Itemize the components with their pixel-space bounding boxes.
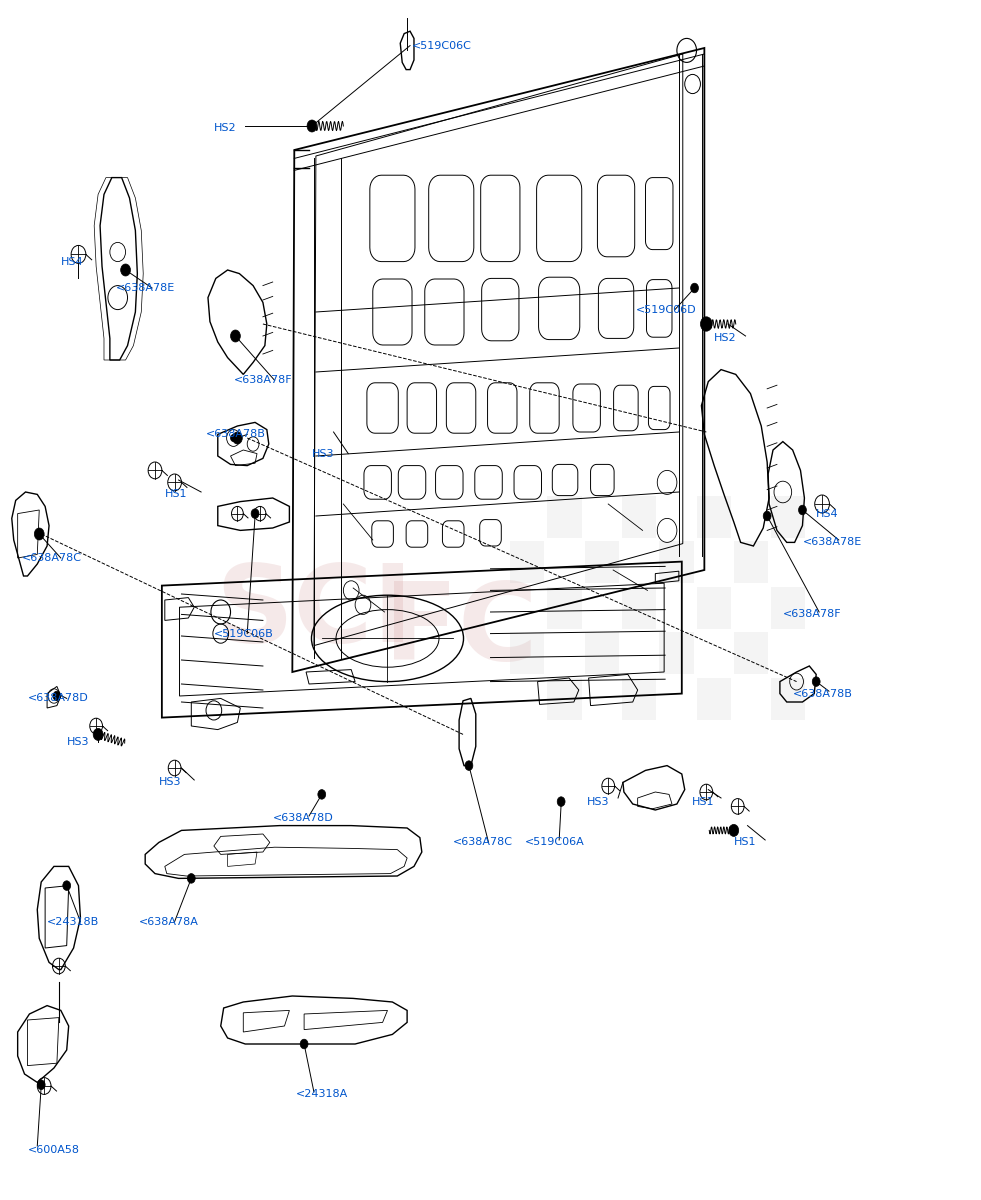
- Text: HS1: HS1: [165, 490, 187, 499]
- Text: HS2: HS2: [214, 124, 236, 133]
- Text: HS1: HS1: [734, 838, 756, 847]
- Text: <24318B: <24318B: [47, 917, 99, 926]
- Circle shape: [300, 1039, 308, 1049]
- Bar: [771, 678, 805, 720]
- Text: <638A78F: <638A78F: [783, 610, 842, 619]
- Bar: [697, 587, 731, 629]
- Circle shape: [701, 318, 711, 330]
- Bar: [659, 541, 694, 583]
- Circle shape: [700, 317, 712, 331]
- Text: <24318A: <24318A: [296, 1090, 348, 1099]
- Circle shape: [799, 505, 806, 515]
- Bar: [547, 587, 582, 629]
- Bar: [697, 678, 731, 720]
- Circle shape: [763, 511, 771, 521]
- Circle shape: [465, 761, 473, 770]
- Text: HS4: HS4: [61, 257, 83, 266]
- Text: <519C06D: <519C06D: [636, 305, 697, 314]
- Text: <638A78F: <638A78F: [233, 376, 292, 385]
- Text: <638A78C: <638A78C: [22, 553, 81, 563]
- Bar: [622, 678, 656, 720]
- Text: HS4: HS4: [816, 509, 839, 518]
- Bar: [771, 496, 805, 538]
- Circle shape: [121, 264, 130, 276]
- Bar: [697, 496, 731, 538]
- Text: <519C06C: <519C06C: [412, 41, 472, 50]
- Bar: [659, 632, 694, 674]
- Circle shape: [34, 528, 44, 540]
- Text: <519C06B: <519C06B: [214, 629, 274, 638]
- Text: HS3: HS3: [159, 778, 181, 787]
- Circle shape: [318, 790, 326, 799]
- Text: <638A78B: <638A78B: [206, 430, 266, 439]
- Text: <638A78E: <638A78E: [116, 283, 175, 293]
- Bar: [585, 541, 619, 583]
- Text: <638A78D: <638A78D: [27, 694, 88, 703]
- Circle shape: [53, 691, 61, 701]
- Bar: [547, 678, 582, 720]
- Circle shape: [812, 677, 820, 686]
- Text: <638A78B: <638A78B: [793, 689, 852, 698]
- Bar: [771, 587, 805, 629]
- Circle shape: [307, 120, 317, 132]
- Circle shape: [63, 881, 71, 890]
- Text: SCI: SCI: [215, 559, 413, 665]
- Circle shape: [187, 874, 195, 883]
- Text: <638A78D: <638A78D: [273, 814, 334, 823]
- Circle shape: [231, 330, 240, 342]
- Text: <600A58: <600A58: [27, 1145, 79, 1154]
- Text: <638A78C: <638A78C: [453, 838, 513, 847]
- Text: FC: FC: [385, 577, 538, 683]
- Text: HS3: HS3: [312, 449, 335, 458]
- Circle shape: [231, 434, 236, 442]
- Bar: [510, 541, 544, 583]
- Bar: [734, 541, 768, 583]
- Circle shape: [729, 824, 739, 836]
- Text: HS2: HS2: [714, 334, 737, 343]
- Circle shape: [251, 509, 259, 518]
- Bar: [510, 632, 544, 674]
- Circle shape: [691, 283, 698, 293]
- Bar: [622, 587, 656, 629]
- Bar: [734, 632, 768, 674]
- Bar: [622, 496, 656, 538]
- Circle shape: [93, 728, 103, 740]
- Text: HS3: HS3: [587, 797, 609, 806]
- Circle shape: [232, 432, 242, 444]
- Text: <638A78E: <638A78E: [802, 538, 861, 547]
- Text: <638A78A: <638A78A: [139, 917, 199, 926]
- Text: <519C06A: <519C06A: [525, 838, 585, 847]
- Text: HS1: HS1: [692, 797, 714, 806]
- Circle shape: [557, 797, 565, 806]
- Bar: [547, 496, 582, 538]
- Circle shape: [37, 1080, 45, 1090]
- Bar: [585, 632, 619, 674]
- Text: HS3: HS3: [67, 737, 89, 746]
